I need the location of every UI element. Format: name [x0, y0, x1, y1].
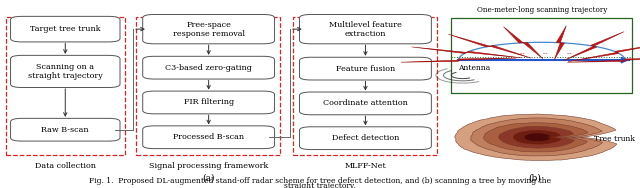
Text: Feature fusion: Feature fusion	[336, 65, 395, 73]
Polygon shape	[513, 130, 561, 144]
Bar	[451, 57, 632, 93]
FancyBboxPatch shape	[10, 55, 120, 88]
Polygon shape	[412, 47, 522, 58]
Bar	[6, 17, 125, 155]
Polygon shape	[483, 123, 588, 152]
Text: ...: ...	[543, 50, 548, 55]
Text: Multilevel feature
extraction: Multilevel feature extraction	[329, 20, 402, 38]
Text: Tree trunk: Tree trunk	[594, 135, 635, 143]
FancyBboxPatch shape	[10, 16, 120, 42]
Polygon shape	[568, 58, 640, 62]
FancyBboxPatch shape	[300, 14, 431, 44]
FancyBboxPatch shape	[300, 57, 431, 80]
Text: straight trajectory.: straight trajectory.	[284, 182, 356, 188]
Text: Scanning on a
straight trajectory: Scanning on a straight trajectory	[28, 63, 102, 80]
Polygon shape	[470, 118, 603, 156]
Text: Antenna: Antenna	[458, 64, 490, 72]
Text: Fig. 1.  Proposed DL-augmented stand-off radar scheme for tree defect detection,: Fig. 1. Proposed DL-augmented stand-off …	[89, 177, 551, 185]
Polygon shape	[401, 58, 516, 62]
Text: (b): (b)	[528, 173, 541, 182]
Bar	[451, 18, 632, 93]
Text: MLFF-Net: MLFF-Net	[344, 162, 387, 170]
Polygon shape	[554, 26, 566, 60]
Text: Signal processing framework: Signal processing framework	[149, 162, 268, 170]
FancyBboxPatch shape	[143, 126, 275, 149]
FancyBboxPatch shape	[300, 92, 431, 115]
Text: Defect detection: Defect detection	[332, 134, 399, 142]
Text: C3-based zero-gating: C3-based zero-gating	[165, 64, 252, 72]
Text: Target tree trunk: Target tree trunk	[30, 25, 100, 33]
Polygon shape	[525, 134, 550, 141]
Text: One-meter-long scanning trajectory: One-meter-long scanning trajectory	[477, 6, 607, 14]
Text: Data collection: Data collection	[35, 162, 96, 170]
Text: Coordinate attention: Coordinate attention	[323, 99, 408, 107]
Text: Raw B-scan: Raw B-scan	[42, 126, 89, 134]
Bar	[293, 17, 437, 155]
Polygon shape	[455, 114, 616, 161]
Polygon shape	[449, 34, 531, 58]
Polygon shape	[499, 126, 575, 148]
Text: FIR filtering: FIR filtering	[184, 99, 234, 106]
FancyBboxPatch shape	[143, 56, 275, 79]
Text: ...: ...	[566, 50, 572, 55]
Polygon shape	[504, 27, 543, 59]
Text: Processed B-scan: Processed B-scan	[173, 133, 244, 141]
FancyBboxPatch shape	[143, 91, 275, 114]
Bar	[136, 17, 280, 155]
FancyBboxPatch shape	[300, 127, 431, 150]
Text: Free-space
response removal: Free-space response removal	[173, 20, 244, 38]
FancyBboxPatch shape	[143, 14, 275, 44]
Polygon shape	[568, 43, 640, 62]
Text: (a): (a)	[202, 173, 215, 182]
Polygon shape	[563, 32, 624, 61]
FancyBboxPatch shape	[10, 118, 120, 141]
Text: ...: ...	[520, 50, 525, 55]
Text: ...: ...	[479, 50, 484, 55]
